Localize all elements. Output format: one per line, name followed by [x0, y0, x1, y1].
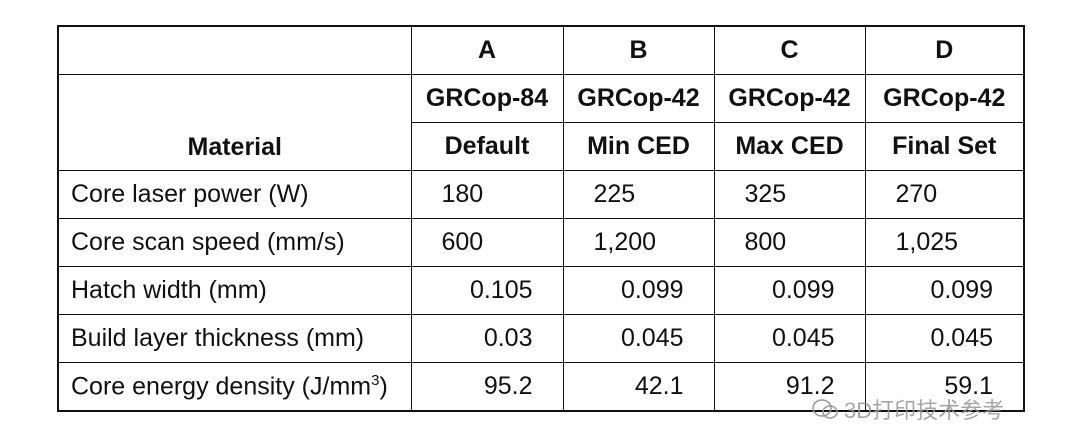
alloy-header: GRCop-42: [713, 74, 866, 123]
row-label-text: Core scan speed (mm/s): [71, 228, 345, 256]
row-header: Material: [57, 74, 412, 171]
row-label: Core laser power (W): [57, 170, 412, 219]
value-cell: 325: [713, 170, 866, 219]
value-cell: 225: [562, 170, 715, 219]
value-cell: 0.045: [562, 314, 715, 363]
table-body: Core laser power (W) 180 225 325 270 Core sca…: [57, 170, 1025, 412]
value-cell: 0.03: [410, 314, 564, 363]
value-cell: 0.099: [713, 266, 866, 315]
alloy-header: GRCop-84: [410, 74, 564, 123]
data-row: Core scan speed (mm/s) 600 1,200 800 1,025: [57, 218, 1025, 267]
value-cell: 1,025: [864, 218, 1025, 267]
column-header: C: [713, 25, 866, 75]
row-label-text: ): [379, 372, 388, 401]
value-cell: 270: [864, 170, 1025, 219]
value-cell: 0.045: [864, 314, 1025, 363]
alloy-header: GRCop-42: [562, 74, 715, 123]
value-cell: 91.2: [713, 362, 866, 412]
value-cell: 0.105: [410, 266, 564, 315]
set-header: Default: [410, 122, 564, 171]
watermark: 3D打印技术参考: [812, 393, 1004, 425]
set-header: Max CED: [713, 122, 866, 171]
data-row: Hatch width (mm) 0.105 0.099 0.099 0.099: [57, 266, 1025, 315]
value-cell: 0.099: [562, 266, 715, 315]
data-row: Build layer thickness (mm) 0.03 0.045 0.045…: [57, 314, 1025, 363]
value-cell: 600: [410, 218, 564, 267]
value-cell: 1,200: [562, 218, 715, 267]
value-cell: 180: [410, 170, 564, 219]
row-label-text: Hatch width (mm): [71, 276, 267, 304]
header-row: Material GRCop-84 GRCop-42 GRCop-42 GRCo…: [57, 74, 1025, 171]
row-label-text: Build layer thickness (mm): [71, 324, 365, 352]
value-cell: 59.1: [864, 362, 1025, 412]
row-label-text: Core energy density (J/mm: [71, 372, 372, 401]
parameter-table: A B C D Material GRCop-84 GRCop-42 GRCop…: [57, 25, 1025, 412]
data-row: Core energy density (J/mm3) 95.2 42.1 91.2 5…: [57, 362, 1025, 412]
alloy-header: GRCop-42: [864, 74, 1025, 123]
row-label-superscript: 3: [371, 371, 380, 389]
row-label: Core energy density (J/mm3): [57, 362, 412, 412]
value-cell: 0.099: [864, 266, 1025, 315]
value-cell: 42.1: [562, 362, 715, 412]
row-label: Hatch width (mm): [57, 266, 412, 315]
row-label-text: Core laser power (W): [71, 180, 309, 208]
empty-cell: [57, 25, 412, 75]
watermark-text: 3D打印技术参考: [844, 398, 1005, 423]
column-header: A: [410, 25, 564, 75]
column-header: B: [562, 25, 715, 75]
header-row: A B C D: [57, 25, 1025, 75]
value-cell: 800: [713, 218, 866, 267]
value-cell: 95.2: [410, 362, 564, 412]
row-label: Core scan speed (mm/s): [57, 218, 412, 267]
set-header: Min CED: [562, 122, 715, 171]
value-cell: 0.045: [713, 314, 866, 363]
column-header: D: [864, 25, 1025, 75]
row-label: Build layer thickness (mm): [57, 314, 412, 363]
data-row: Core laser power (W) 180 225 325 270: [57, 170, 1025, 219]
set-header: Final Set: [864, 122, 1025, 171]
watermark-icon: [812, 399, 838, 419]
